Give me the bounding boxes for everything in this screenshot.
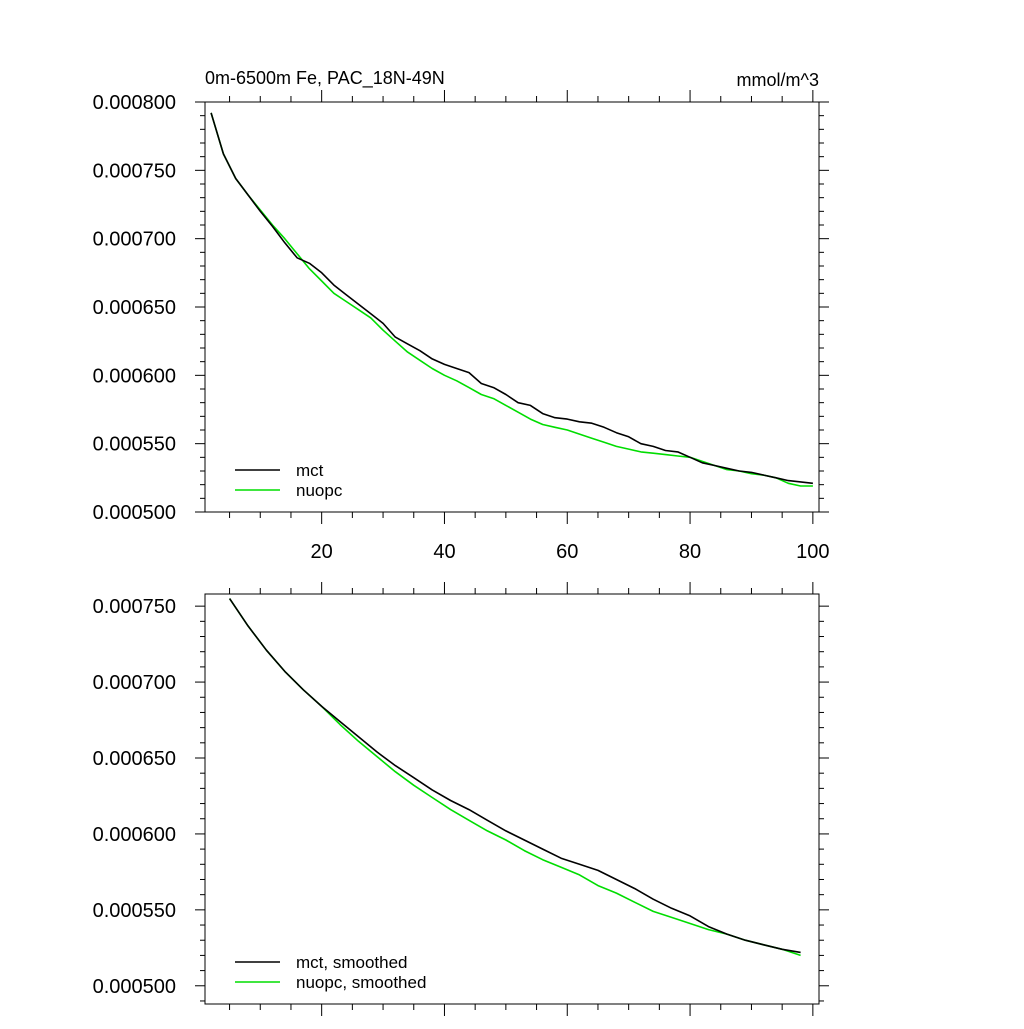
legend-label-nuopc-smoothed: nuopc, smoothed: [296, 973, 426, 992]
top-x-tick-labels: 20 40 60 80 100: [311, 541, 830, 563]
top-ytick-label-5: 0.000750: [93, 160, 176, 182]
bottom-panel: 0.000500 0.000550 0.000600 0.000650 0.000700…: [93, 582, 829, 1016]
top-xtick-label-2: 60: [556, 541, 578, 563]
top-chart-units: mmol/m^3: [737, 70, 819, 90]
top-ytick-label-6: 0.000800: [93, 92, 176, 114]
top-ytick-label-1: 0.000550: [93, 434, 176, 456]
bottom-series-lines: [228, 598, 801, 957]
top-xtick-label-3: 80: [679, 541, 701, 563]
top-ytick-label-4: 0.000700: [93, 229, 176, 251]
legend-label-nuopc: nuopc: [296, 481, 343, 500]
bottom-ytick-label-4: 0.000700: [93, 672, 176, 694]
top-ytick-label-3: 0.000650: [93, 297, 176, 319]
legend-label-mct: mct: [296, 461, 324, 480]
bottom-tick-marks: [195, 582, 829, 1016]
top-legend: mct nuopc: [235, 461, 343, 500]
top-xtick-label-4: 100: [796, 541, 829, 563]
top-series-line-nuopc: [210, 112, 813, 487]
top-ytick-label-2: 0.000600: [93, 365, 176, 387]
top-series-lines: [210, 112, 813, 487]
top-plot-frame: [204, 101, 820, 513]
top-ytick-label-0: 0.000500: [93, 502, 176, 524]
bottom-ytick-label-1: 0.000550: [93, 900, 176, 922]
bottom-ytick-label-3: 0.000650: [93, 748, 176, 770]
top-xtick-label-1: 40: [433, 541, 455, 563]
top-tick-marks: [195, 90, 829, 524]
top-panel: 0m-6500m Fe, PAC_18N-49N mmol/m^3 0.0005…: [93, 68, 830, 563]
bottom-ytick-label-2: 0.000600: [93, 824, 176, 846]
bottom-ytick-label-0: 0.000500: [93, 976, 176, 998]
bottom-ytick-label-5: 0.000750: [93, 596, 176, 618]
top-xtick-label-0: 20: [311, 541, 333, 563]
top-y-tick-labels: 0.000500 0.000550 0.000600 0.000650 0.000700…: [93, 92, 176, 524]
top-series-line-mct: [210, 112, 813, 485]
bottom-y-tick-labels: 0.000500 0.000550 0.000600 0.000650 0.000700…: [93, 596, 176, 998]
top-chart-title: 0m-6500m Fe, PAC_18N-49N: [205, 68, 445, 89]
bottom-plot-frame: [204, 593, 820, 1005]
bottom-series-line-mct-smoothed: [228, 598, 801, 954]
bottom-series-line-nuopc-smoothed: [228, 598, 801, 957]
legend-label-mct-smoothed: mct, smoothed: [296, 953, 408, 972]
bottom-legend: mct, smoothed nuopc, smoothed: [235, 953, 426, 992]
